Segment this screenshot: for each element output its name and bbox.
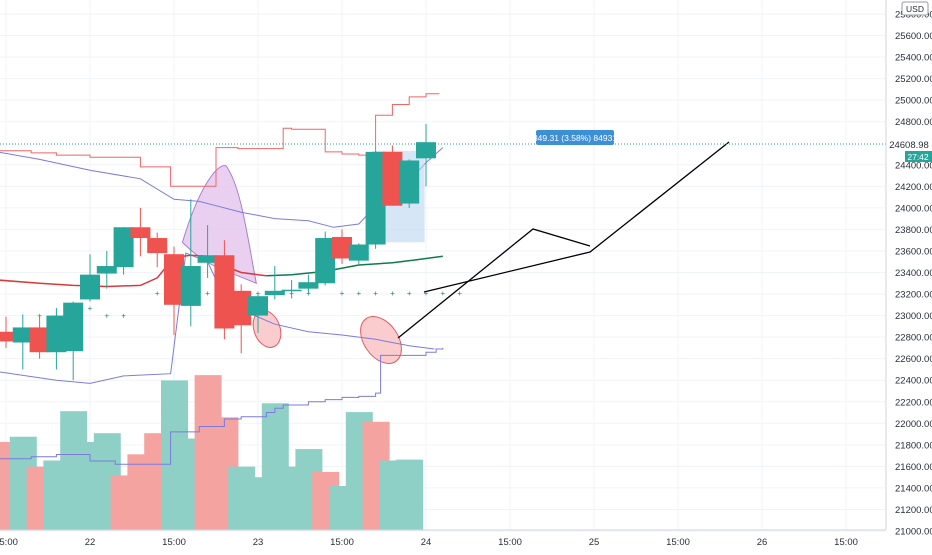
candle-body: [29, 327, 50, 353]
measure-label[interactable]: 849.31 (3.58%) 84931: [533, 130, 617, 145]
cross-marker: +: [390, 289, 395, 298]
candle-body: [63, 302, 84, 352]
moving-average-green: [266, 255, 443, 277]
price-tick-label: 24400.00: [895, 160, 932, 171]
time-axis[interactable]: 15:00 22 15:00 23 15:00 24 15:00 25 15:00 26 15:00: [0, 529, 886, 548]
price-tick-label: 25200.00: [895, 74, 932, 85]
time-tick-label: 26: [757, 537, 768, 548]
candle-body: [180, 266, 201, 306]
candle-body: [416, 142, 436, 159]
time-tick-label: 15:00: [498, 537, 522, 548]
candle-body: [130, 227, 151, 239]
price-axis[interactable]: 21000.00 21200.00 21400.00 21600.00 21800.00…: [885, 0, 932, 538]
price-tick-label: 22200.00: [895, 397, 932, 408]
time-tick-label: 22: [85, 537, 96, 548]
volume-bars: [0, 375, 424, 530]
time-tick-label: 15:00: [330, 537, 354, 548]
candle-body: [164, 254, 184, 305]
price-tick-label: 24200.00: [895, 182, 932, 193]
candle-body: [248, 296, 268, 316]
currency-label: USD: [906, 4, 924, 14]
cross-marker: +: [205, 289, 210, 298]
cross-marker: +: [373, 289, 378, 298]
price-tick-label: 22400.00: [895, 376, 932, 387]
candle-body: [382, 151, 403, 206]
candlestick-series: [0, 123, 436, 381]
measure-label-text: 849.31 (3.58%) 84931: [533, 133, 617, 143]
price-tick-label: 23400.00: [895, 268, 932, 279]
price-tick-label: 24800.00: [895, 117, 932, 128]
cross-marker: +: [407, 289, 412, 298]
time-tick-label: 15:00: [666, 537, 690, 548]
wedge-lower-trendline[interactable]: [423, 141, 730, 293]
countdown-tag: [905, 151, 932, 162]
price-tick-label: 25600.00: [895, 31, 932, 42]
lower-stop-line: [0, 347, 444, 465]
candle-body: [80, 274, 100, 300]
countdown-tag-text: 27:42: [907, 152, 929, 162]
time-tick-label: 15:00: [0, 537, 18, 548]
candle-body: [197, 255, 218, 263]
currency-badge[interactable]: [901, 1, 929, 16]
candle-body: [0, 331, 16, 342]
price-tag-text: 24608.98: [889, 140, 929, 151]
candle-body: [96, 266, 117, 274]
cross-marker: +: [340, 289, 345, 298]
candle-body: [147, 238, 168, 254]
price-tick-label: 25000.00: [895, 96, 932, 107]
time-tick-label: 25: [589, 537, 600, 548]
price-tick-label: 24000.00: [895, 203, 932, 214]
cross-marker: +: [88, 304, 93, 313]
candle-body: [231, 290, 252, 326]
cross-marker: +: [121, 312, 126, 321]
candle-body: [46, 315, 67, 353]
price-tick-label: 22800.00: [895, 333, 932, 344]
price-tick-label: 22600.00: [895, 354, 932, 365]
cross-marker: +: [356, 289, 361, 298]
trendline-drawings[interactable]: [0, 141, 886, 339]
candle-body: [332, 236, 352, 259]
time-tick-label: 15:00: [834, 537, 858, 548]
candle-body: [214, 255, 235, 329]
price-tick-label: 21000.00: [895, 527, 932, 538]
price-tick-label: 21200.00: [895, 505, 932, 516]
price-tick-label: 21800.00: [895, 440, 932, 451]
candle-body: [365, 151, 386, 245]
time-tick-label: 15:00: [162, 537, 186, 548]
volume-bar: [396, 459, 424, 530]
price-tick-label: 25400.00: [895, 53, 932, 64]
candle-body: [399, 160, 420, 204]
candle-body: [264, 290, 285, 296]
candle-body: [113, 227, 134, 268]
price-tick-label: 22000.00: [895, 419, 932, 430]
cross-marker: +: [104, 312, 109, 321]
price-tick-label: 23600.00: [895, 246, 932, 257]
cross-marker: +: [155, 289, 160, 298]
time-tick-label: 24: [421, 537, 432, 548]
price-tick-label: 21400.00: [895, 483, 932, 494]
time-tick-label: 23: [253, 537, 264, 548]
price-tick-label: 23000.00: [895, 311, 932, 322]
price-tick-label: 21600.00: [895, 462, 932, 473]
price-tick-label: 23200.00: [895, 290, 932, 301]
candle-body: [12, 327, 33, 343]
cross-marker: +: [424, 289, 429, 298]
candle-body: [348, 244, 369, 261]
candle-body: [281, 289, 302, 292]
cross-marker: +: [457, 289, 462, 298]
upper-stop-line: [0, 93, 440, 187]
price-tick-label: 23800.00: [895, 225, 932, 236]
cross-marker: +: [440, 289, 445, 298]
wedge-upper-trendline[interactable]: [397, 228, 591, 339]
price-tag: [887, 137, 932, 151]
candle-body: [298, 282, 319, 289]
candle-body: [315, 238, 336, 284]
